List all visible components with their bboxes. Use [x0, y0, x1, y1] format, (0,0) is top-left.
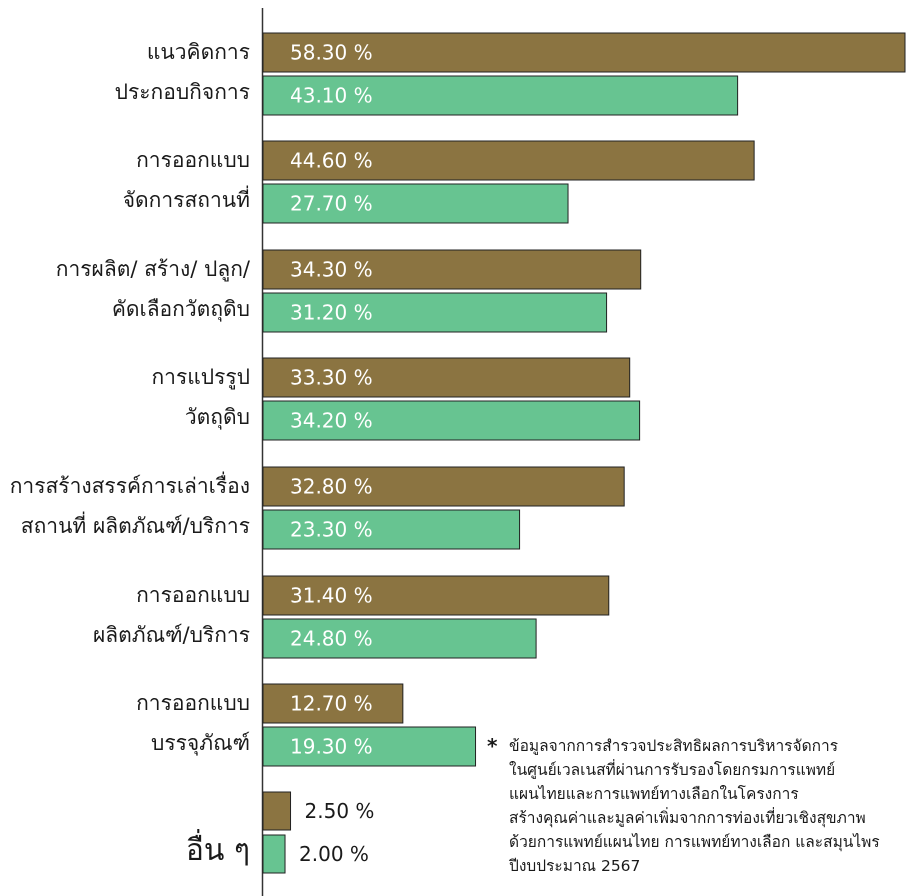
category-label: สถานที่ ผลิตภัณฑ์/บริการ — [21, 511, 250, 538]
data-label: 23.30 % — [290, 518, 373, 542]
bar — [262, 618, 537, 659]
data-label: 12.70 % — [290, 692, 373, 716]
data-label: 24.80 % — [290, 627, 373, 651]
footnote-line: ด้วยการแพทย์แผนไทย การแพทย์ทางเลือก และส… — [509, 833, 880, 851]
category-label: ประกอบกิจการ — [115, 80, 250, 104]
data-label: 58.30 % — [290, 41, 373, 65]
data-label: 44.60 % — [290, 149, 373, 173]
category-label: การผลิต/ สร้าง/ ปลูก/ — [56, 257, 251, 282]
category-label: การสร้างสรรค์การเล่าเรื่อง — [10, 471, 250, 498]
bar — [262, 140, 755, 181]
category-label: การออกแบบ — [136, 583, 250, 607]
bars-group: 58.30 % 43.10 % 44.60 % 27.70 % 34.30 % 31.20… — [262, 32, 906, 874]
data-label: 31.20 % — [290, 301, 373, 325]
data-label: 31.40 % — [290, 584, 373, 608]
data-label: 33.30 % — [290, 366, 373, 390]
data-label: 27.70 % — [290, 192, 373, 216]
footnote-line: สร้างคุณค่าและมูลค่าเพิ่มจากการท่องเที่ย… — [509, 809, 866, 827]
bar — [262, 183, 569, 224]
bar — [262, 400, 641, 441]
category-label: แนวคิดการ — [147, 40, 250, 64]
category-label: บรรจุภัณฑ์ — [151, 731, 250, 756]
bar — [262, 683, 404, 724]
bar — [262, 292, 608, 333]
bar — [262, 575, 610, 616]
bar — [262, 466, 625, 507]
data-label: 2.50 % — [305, 799, 375, 823]
data-label: 34.30 % — [290, 258, 373, 282]
category-label: ผลิตภัณฑ์/บริการ — [93, 623, 250, 647]
data-label: 2.00 % — [299, 842, 369, 866]
bar — [262, 509, 521, 550]
bar — [262, 791, 292, 831]
bar — [262, 726, 477, 767]
footnote-line: ข้อมูลจากการสำรวจประสิทธิผลการบริหารจัดก… — [509, 737, 839, 755]
data-label: 43.10 % — [290, 84, 373, 108]
category-label: การออกแบบ — [136, 148, 250, 172]
data-label: 32.80 % — [290, 475, 373, 499]
category-label: การออกแบบ — [136, 691, 250, 715]
footnote-line: แผนไทยและการแพทย์ทางเลือกในโครงการ — [509, 785, 799, 803]
bar — [262, 834, 286, 874]
category-labels: แนวคิดการประกอบกิจการการออกแบบจัดการสถาน… — [10, 40, 251, 868]
bar — [262, 357, 631, 398]
data-label: 34.20 % — [290, 409, 373, 433]
category-label: คัดเลือกวัตถุดิบ — [112, 297, 250, 322]
data-label: 19.30 % — [290, 735, 373, 759]
footnote-star: * — [487, 734, 498, 758]
bar — [262, 32, 906, 73]
footnote-line: ปีงบประมาณ 2567 — [509, 857, 641, 875]
bar — [262, 249, 642, 290]
footnote-line: ในศูนย์เวลเนสที่ผ่านการรับรองโดยกรมการแพ… — [509, 761, 836, 779]
bar — [262, 75, 739, 116]
category-label: วัตถุดิบ — [185, 405, 250, 430]
category-label: จัดการสถานที่ — [123, 185, 250, 212]
category-label: อื่น ๆ — [186, 829, 250, 868]
category-label: การแปรรูป — [151, 365, 250, 390]
footnote: * ข้อมูลจากการสำรวจประสิทธิผลการบริหารจั… — [487, 734, 907, 878]
